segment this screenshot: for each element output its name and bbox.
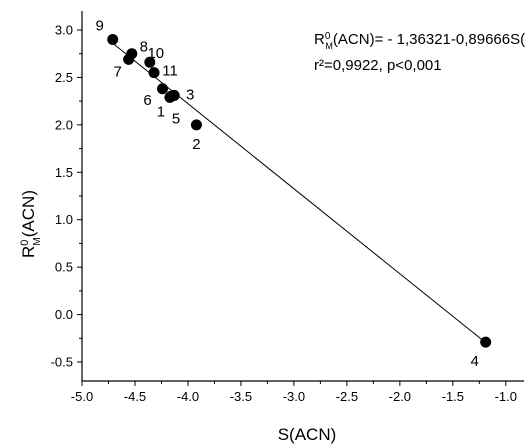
data-point <box>165 90 177 102</box>
data-point <box>480 336 492 348</box>
y-tick-label: 0.5 <box>55 260 73 275</box>
x-tick-label: -3.0 <box>283 389 305 404</box>
data-point <box>148 67 160 79</box>
point-label: 9 <box>96 17 104 34</box>
point-label: 8 <box>140 39 148 56</box>
point-label: 7 <box>113 63 121 80</box>
point-label: 5 <box>172 110 180 127</box>
point-label: 3 <box>186 86 194 103</box>
regression-line <box>111 42 488 344</box>
x-axis-title: S(ACN) <box>278 425 337 444</box>
regression-stats: r²=0,9922, p<0,001 <box>314 57 442 74</box>
x-tick-label: -3.5 <box>230 389 252 404</box>
y-tick-label: 0.0 <box>55 307 73 322</box>
x-tick-label: -4.5 <box>124 389 146 404</box>
y-tick-label: 3.0 <box>55 22 73 37</box>
regression-layer <box>111 42 488 344</box>
x-tick-label: -1.0 <box>495 389 517 404</box>
data-point <box>126 48 138 60</box>
data-point <box>144 56 156 68</box>
x-tick-label: -2.5 <box>336 389 358 404</box>
y-axis-title: R0M(ACN) <box>19 190 43 258</box>
point-label: 4 <box>471 353 479 370</box>
point-label: 11 <box>162 63 178 80</box>
point-label: 10 <box>147 45 164 62</box>
x-tick-label: -4.0 <box>177 389 199 404</box>
y-tick-label: -0.5 <box>51 355 73 370</box>
point-label: 1 <box>157 103 165 120</box>
y-tick-label: 2.0 <box>55 117 73 132</box>
data-point <box>157 83 169 95</box>
x-tick-label: -2.0 <box>389 389 411 404</box>
data-point <box>190 119 202 131</box>
x-tick-label: -1.5 <box>442 389 464 404</box>
regression-equation: R0M(ACN)= - 1,36321-0,89666S(ACN) <box>314 31 525 52</box>
point-label: 2 <box>192 136 200 153</box>
ticks-layer: -5.0 -4.5 -4.0 -3.5 -3.0 -2.5 -2.0 -1.5 -1.0 -0.5… <box>51 22 517 404</box>
y-tick-label: 1.0 <box>55 212 73 227</box>
x-tick-label: -5.0 <box>71 389 93 404</box>
y-tick-label: 2.5 <box>55 70 73 85</box>
y-tick-label: 1.5 <box>55 165 73 180</box>
point-label: 6 <box>143 92 151 109</box>
data-point <box>107 33 119 45</box>
